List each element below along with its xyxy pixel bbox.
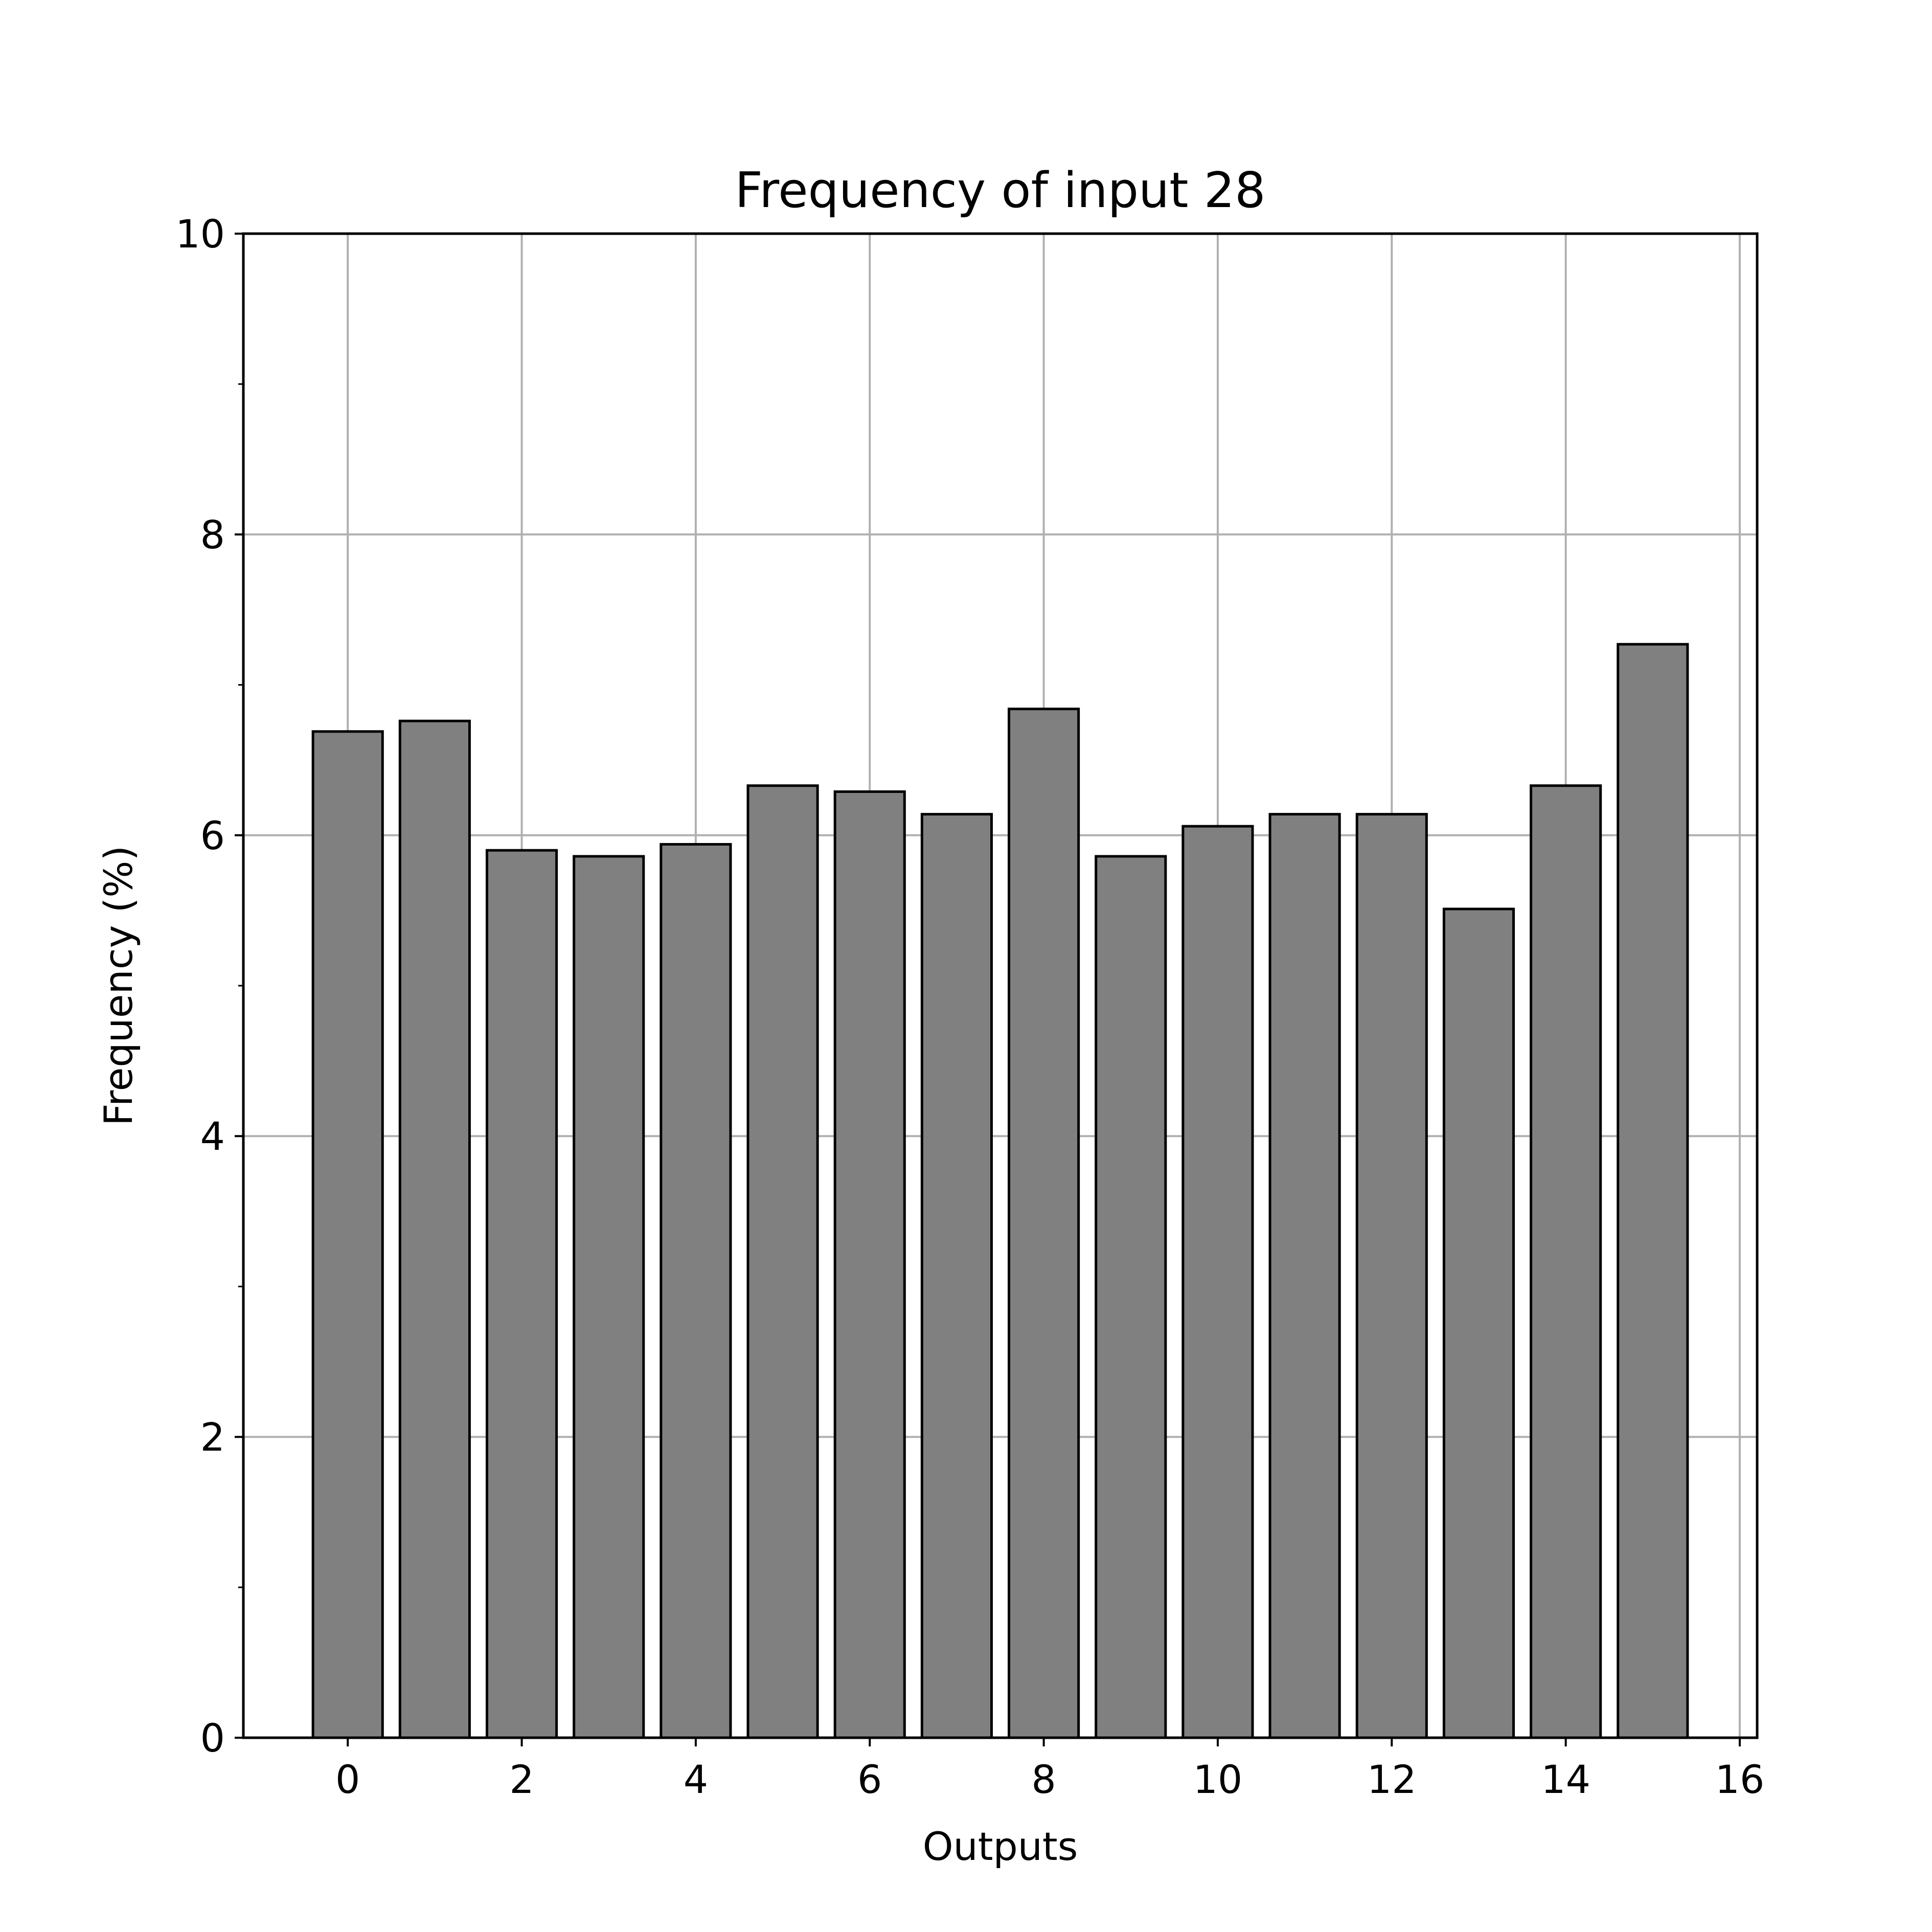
bar-output-15 bbox=[1617, 643, 1689, 1739]
bars bbox=[311, 643, 1689, 1739]
x-tick-label: 10 bbox=[1193, 1757, 1243, 1802]
y-tick-label: 4 bbox=[200, 1113, 225, 1159]
bar-output-5 bbox=[746, 784, 819, 1739]
bar-output-11 bbox=[1268, 813, 1341, 1739]
y-tick-label: 8 bbox=[200, 512, 225, 557]
bar-output-13 bbox=[1442, 907, 1515, 1739]
ticks: 0 2 4 6 8 10 12 14 16 0 2 4 6 8 10 bbox=[175, 211, 1764, 1802]
x-tick-label: 12 bbox=[1367, 1757, 1417, 1802]
bar-output-10 bbox=[1181, 825, 1254, 1739]
x-tick-label: 16 bbox=[1715, 1757, 1765, 1802]
bar-output-14 bbox=[1530, 784, 1602, 1739]
bar-output-4 bbox=[660, 843, 732, 1739]
bar-output-9 bbox=[1095, 855, 1167, 1739]
y-tick-label: 2 bbox=[200, 1415, 225, 1460]
y-tick-label: 6 bbox=[200, 813, 225, 858]
bar-output-12 bbox=[1355, 813, 1428, 1739]
x-tick-label: 6 bbox=[857, 1757, 882, 1802]
bar-output-6 bbox=[833, 790, 906, 1739]
y-axis-label: Frequency (%) bbox=[96, 846, 141, 1126]
x-tick-label: 0 bbox=[335, 1757, 360, 1802]
bar-output-1 bbox=[398, 719, 471, 1739]
x-tick-label: 2 bbox=[509, 1757, 534, 1802]
chart-title: Frequency of input 28 bbox=[735, 163, 1265, 219]
x-tick-label: 4 bbox=[684, 1757, 708, 1802]
bar-output-8 bbox=[1008, 708, 1080, 1739]
y-tick-label: 10 bbox=[175, 211, 225, 257]
bar-output-0 bbox=[311, 730, 384, 1739]
bar-output-3 bbox=[573, 855, 645, 1739]
bar-output-2 bbox=[485, 849, 558, 1739]
y-tick-label: 0 bbox=[200, 1715, 225, 1761]
x-tick-label: 14 bbox=[1541, 1757, 1590, 1802]
x-tick-label: 8 bbox=[1031, 1757, 1056, 1802]
bar-output-7 bbox=[920, 813, 993, 1739]
x-axis-label: Outputs bbox=[923, 1824, 1078, 1869]
